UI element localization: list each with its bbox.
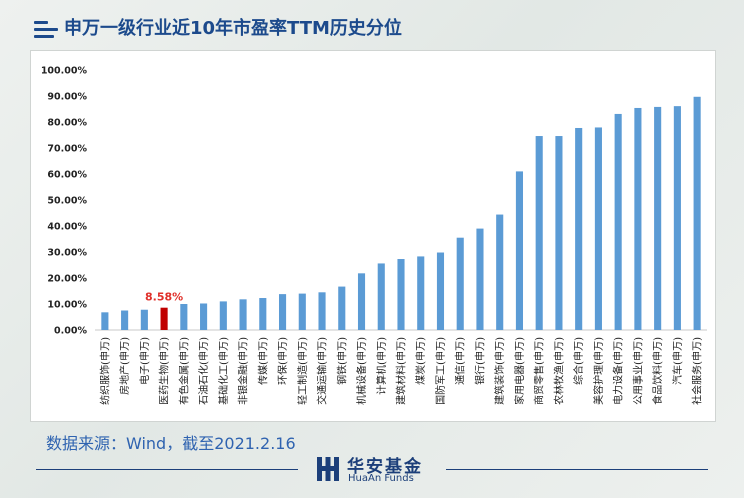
x-tick-label: 传媒(申万) xyxy=(256,337,269,385)
x-tick-label: 纺织服饰(申万) xyxy=(98,337,111,405)
x-tick-label: 环保(申万) xyxy=(276,337,289,385)
x-tick-label: 银行(申万) xyxy=(473,337,486,385)
huaan-logo-icon xyxy=(317,457,339,481)
bar xyxy=(239,299,247,330)
x-tick-label: 交通运输(申万) xyxy=(316,337,329,405)
x-tick-label: 建筑装饰(申万) xyxy=(493,337,506,405)
x-tick-label: 汽车(申万) xyxy=(671,337,684,385)
bar xyxy=(673,106,681,330)
bar xyxy=(575,127,583,330)
bar xyxy=(496,214,504,330)
bar xyxy=(417,256,425,330)
x-tick-label: 美容护理(申万) xyxy=(592,337,605,405)
data-label: 8.58% xyxy=(145,291,183,304)
bar xyxy=(555,136,563,330)
bar xyxy=(318,292,326,330)
brand-name-cn: 华安基金 xyxy=(347,457,423,477)
x-tick-label: 商贸零售(申万) xyxy=(533,337,546,405)
chart-panel: 0.00% 10.00% 20.00% 30.00% 40.00% 50.00% 60.00… xyxy=(30,50,716,422)
bar xyxy=(654,106,662,330)
bar xyxy=(200,303,208,330)
x-tick-label: 基础化工(申万) xyxy=(217,337,230,405)
y-tick-label: 60.00% xyxy=(47,170,87,181)
x-tick-label: 电子(申万) xyxy=(138,337,151,385)
x-tick-label: 家用电器(申万) xyxy=(513,337,526,405)
footer-divider-right xyxy=(446,469,708,470)
bar xyxy=(121,310,129,330)
x-tick-label: 建筑材料(申万) xyxy=(395,337,408,405)
bar xyxy=(515,171,524,330)
bar xyxy=(693,96,701,330)
bar xyxy=(357,273,366,330)
bar xyxy=(594,127,602,331)
y-tick-label: 70.00% xyxy=(47,144,87,155)
x-tick-label: 电力设备(申万) xyxy=(612,337,625,405)
bar xyxy=(338,286,346,330)
bar xyxy=(219,301,227,330)
x-tick-label: 石油石化(申万) xyxy=(197,337,210,405)
bar xyxy=(535,136,543,330)
y-tick-label: 10.00% xyxy=(47,300,87,311)
bar-highlighted xyxy=(160,307,168,330)
bar xyxy=(436,252,445,330)
brand-name-en: HuaAn Funds xyxy=(348,473,414,484)
bar xyxy=(634,107,642,331)
bar xyxy=(397,259,405,330)
y-tick-label: 80.00% xyxy=(47,118,87,129)
page-title: 申万一级行业近10年市盈率TTM历史分位 xyxy=(64,18,402,39)
footer-divider-left xyxy=(36,469,298,470)
bar xyxy=(180,304,188,330)
x-tick-label: 食品饮料(申万) xyxy=(651,337,664,405)
x-tick-label: 社会服务(申万) xyxy=(691,337,704,405)
bar xyxy=(456,237,464,330)
data-labels: 8.58% xyxy=(145,291,183,304)
x-axis: 纺织服饰(申万) 房地产(申万) 电子(申万) 医药生物(申万) 有色金属(申万) 石油石… xyxy=(98,337,703,405)
bar xyxy=(377,263,385,330)
bar xyxy=(259,298,267,330)
bar xyxy=(614,113,622,330)
y-tick-label: 30.00% xyxy=(47,248,87,259)
x-tick-label: 房地产(申万) xyxy=(118,337,131,395)
x-tick-label: 通信(申万) xyxy=(454,337,467,385)
x-tick-label: 煤炭(申万) xyxy=(414,337,427,385)
x-tick-label: 医药生物(申万) xyxy=(158,337,171,405)
x-tick-label: 非银金融(申万) xyxy=(237,337,250,405)
bar xyxy=(140,309,148,330)
y-tick-label: 90.00% xyxy=(47,92,87,103)
y-tick-label: 0.00% xyxy=(54,326,87,337)
data-source-note: 数据来源：Wind，截至2021.2.16 xyxy=(46,434,296,453)
x-tick-label: 有色金属(申万) xyxy=(177,337,190,405)
x-tick-label: 公用事业(申万) xyxy=(631,337,644,405)
bar xyxy=(298,293,306,330)
x-tick-label: 钢铁(申万) xyxy=(335,337,348,385)
x-tick-label: 轻工制造(申万) xyxy=(296,337,309,405)
x-tick-label: 国防军工(申万) xyxy=(434,337,447,405)
bar-series xyxy=(101,96,701,331)
x-tick-label: 机械设备(申万) xyxy=(355,337,368,405)
bar xyxy=(278,294,287,330)
y-tick-label: 20.00% xyxy=(47,274,87,285)
bar xyxy=(101,312,109,330)
x-tick-label: 综合(申万) xyxy=(572,337,585,385)
y-axis: 0.00% 10.00% 20.00% 30.00% 40.00% 50.00% 60.00… xyxy=(41,66,88,337)
y-tick-label: 40.00% xyxy=(47,222,87,233)
y-tick-label: 100.00% xyxy=(41,66,88,77)
bar xyxy=(476,228,484,330)
x-tick-label: 农林牧渔(申万) xyxy=(552,337,565,405)
menu-lines-icon xyxy=(34,21,58,39)
bar-chart: 0.00% 10.00% 20.00% 30.00% 40.00% 50.00% 60.00… xyxy=(41,66,707,405)
y-tick-label: 50.00% xyxy=(47,196,87,207)
x-tick-label: 计算机(申万) xyxy=(375,337,388,395)
